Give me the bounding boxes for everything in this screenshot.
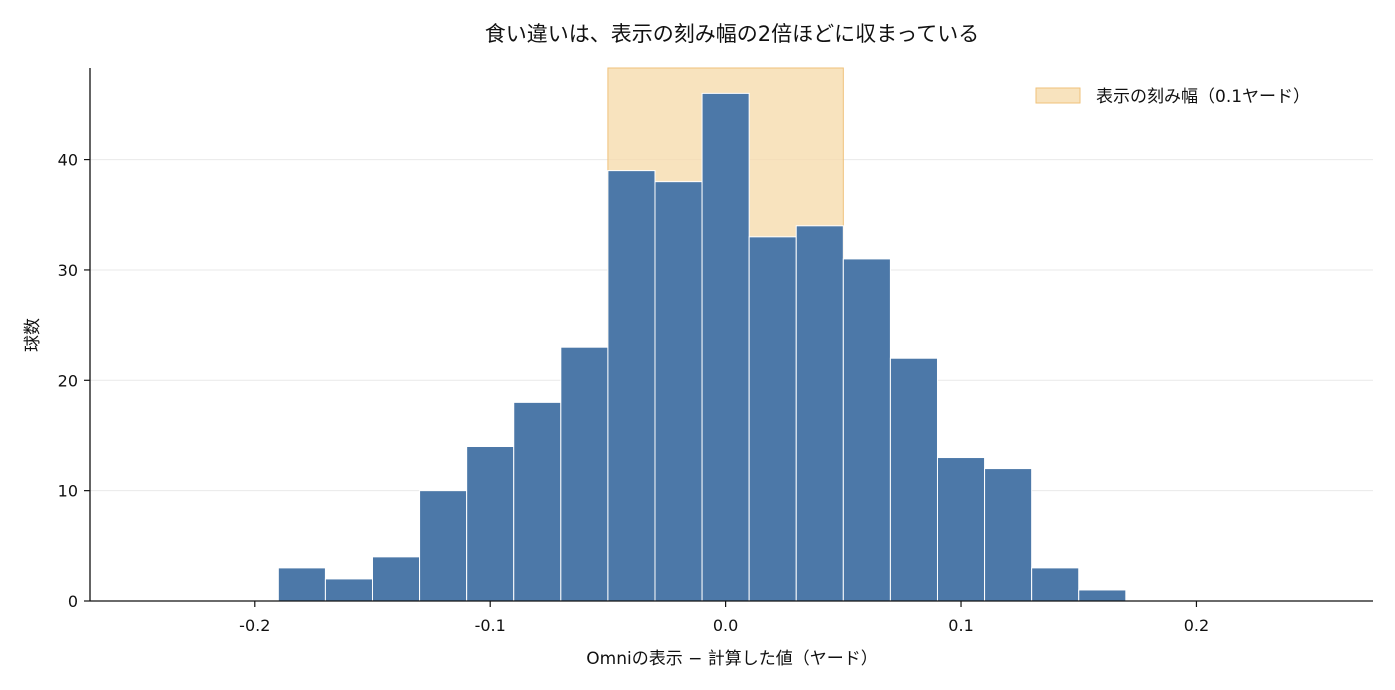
- histogram-bar: [984, 468, 1033, 602]
- histogram-bar: [748, 236, 797, 602]
- histogram-bar: [795, 225, 844, 602]
- histogram-bar: [466, 446, 515, 602]
- histogram-bar: [513, 401, 562, 602]
- histogram-bar: [607, 170, 656, 602]
- axes-group: [89, 68, 1373, 602]
- y-tick-label: 10: [58, 482, 78, 501]
- x-tick-label: -0.2: [239, 616, 270, 635]
- legend: 表示の刻み幅（0.1ヤード）: [1035, 87, 1310, 107]
- histogram-bar: [701, 92, 750, 602]
- y-tick-label: 30: [58, 261, 78, 280]
- histogram-bar: [1078, 589, 1127, 602]
- chart-title: 食い違いは、表示の刻み幅の2倍ほどに収まっている: [485, 22, 979, 46]
- legend-swatch-shaded-band: [1035, 87, 1081, 104]
- histogram-bar: [1031, 567, 1080, 602]
- x-axis-label: Omniの表示 − 計算した値（ヤード）: [586, 649, 878, 669]
- y-tick-label: 0: [68, 592, 78, 611]
- x-tick-label: -0.1: [475, 616, 506, 635]
- histogram-bar: [889, 357, 938, 602]
- histogram-bar: [654, 181, 703, 602]
- histogram-bar: [842, 258, 891, 602]
- y-tick-label: 20: [58, 371, 78, 390]
- histogram-bar: [324, 578, 373, 602]
- x-tick-label: 0.0: [713, 616, 738, 635]
- legend-label-shaded-band: 表示の刻み幅（0.1ヤード）: [1096, 87, 1310, 107]
- bars-group: [277, 92, 1127, 602]
- y-ticks-group: 0 10 20 30 40: [58, 151, 90, 611]
- histogram-bar: [936, 457, 986, 602]
- y-axis-label: 球数: [23, 318, 43, 352]
- histogram-bar: [371, 556, 421, 602]
- histogram-bar: [419, 490, 468, 602]
- histogram-bar: [277, 567, 326, 602]
- y-tick-label: 40: [58, 151, 78, 170]
- x-tick-label: 0.1: [948, 616, 973, 635]
- x-tick-label: 0.2: [1184, 616, 1209, 635]
- histogram-bar: [560, 346, 609, 602]
- x-ticks-group: -0.2 -0.1 0.0 0.1 0.2: [239, 601, 1209, 635]
